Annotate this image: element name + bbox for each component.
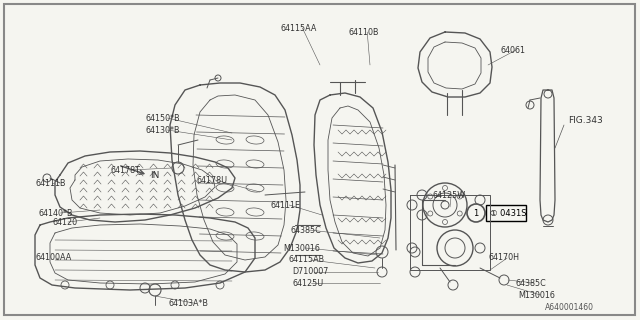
Text: 64120: 64120	[52, 218, 77, 227]
Text: 64100AA: 64100AA	[35, 253, 71, 262]
Text: 64125U: 64125U	[292, 278, 323, 287]
Text: 64061: 64061	[500, 45, 525, 54]
Text: A640001460: A640001460	[545, 303, 594, 313]
Text: 64115AB: 64115AB	[288, 255, 324, 265]
Circle shape	[467, 204, 485, 222]
Text: 1: 1	[474, 209, 479, 218]
Text: 64140*B: 64140*B	[38, 209, 72, 218]
Text: 64385C: 64385C	[290, 226, 321, 235]
Text: IN: IN	[150, 171, 159, 180]
Text: 64130*B: 64130*B	[145, 125, 179, 134]
Text: 64103A*B: 64103A*B	[168, 299, 208, 308]
Text: 64178U: 64178U	[196, 175, 227, 185]
Text: 64111B: 64111B	[35, 179, 65, 188]
Text: 64110B: 64110B	[348, 28, 378, 36]
Text: M130016: M130016	[518, 291, 555, 300]
Text: 64385C: 64385C	[515, 278, 546, 287]
Text: 64170H: 64170H	[488, 253, 519, 262]
Text: 64178T: 64178T	[110, 165, 140, 174]
FancyBboxPatch shape	[486, 205, 526, 221]
Text: ① 0431S: ① 0431S	[490, 209, 527, 218]
Text: FIG.343: FIG.343	[568, 116, 603, 124]
Text: 64150*B: 64150*B	[145, 114, 180, 123]
Text: D710007: D710007	[292, 268, 328, 276]
Text: 64111E: 64111E	[270, 201, 300, 210]
Text: 64125W: 64125W	[432, 190, 465, 199]
Text: 64115AA: 64115AA	[280, 23, 316, 33]
Text: M130016: M130016	[283, 244, 320, 252]
